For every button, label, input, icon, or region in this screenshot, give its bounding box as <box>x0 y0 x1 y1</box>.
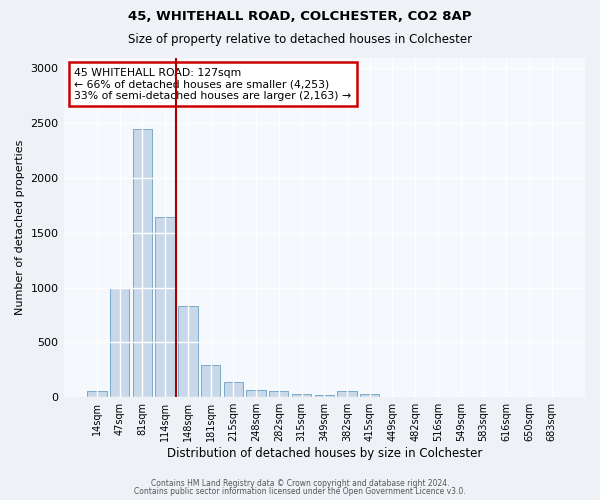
Bar <box>224 382 243 397</box>
Y-axis label: Number of detached properties: Number of detached properties <box>15 140 25 315</box>
Bar <box>201 365 220 397</box>
Bar <box>133 128 152 397</box>
Bar <box>155 218 175 397</box>
Bar <box>292 394 311 397</box>
X-axis label: Distribution of detached houses by size in Colchester: Distribution of detached houses by size … <box>167 447 482 460</box>
Bar <box>337 390 356 397</box>
Text: Size of property relative to detached houses in Colchester: Size of property relative to detached ho… <box>128 32 472 46</box>
Text: 45 WHITEHALL ROAD: 127sqm
← 66% of detached houses are smaller (4,253)
33% of se: 45 WHITEHALL ROAD: 127sqm ← 66% of detac… <box>74 68 351 101</box>
Bar <box>269 391 289 397</box>
Bar <box>360 394 379 397</box>
Text: Contains public sector information licensed under the Open Government Licence v3: Contains public sector information licen… <box>134 487 466 496</box>
Text: 45, WHITEHALL ROAD, COLCHESTER, CO2 8AP: 45, WHITEHALL ROAD, COLCHESTER, CO2 8AP <box>128 10 472 23</box>
Bar <box>314 395 334 397</box>
Bar <box>110 288 130 397</box>
Text: Contains HM Land Registry data © Crown copyright and database right 2024.: Contains HM Land Registry data © Crown c… <box>151 478 449 488</box>
Bar <box>87 390 107 397</box>
Bar <box>178 306 197 397</box>
Bar <box>247 390 266 397</box>
